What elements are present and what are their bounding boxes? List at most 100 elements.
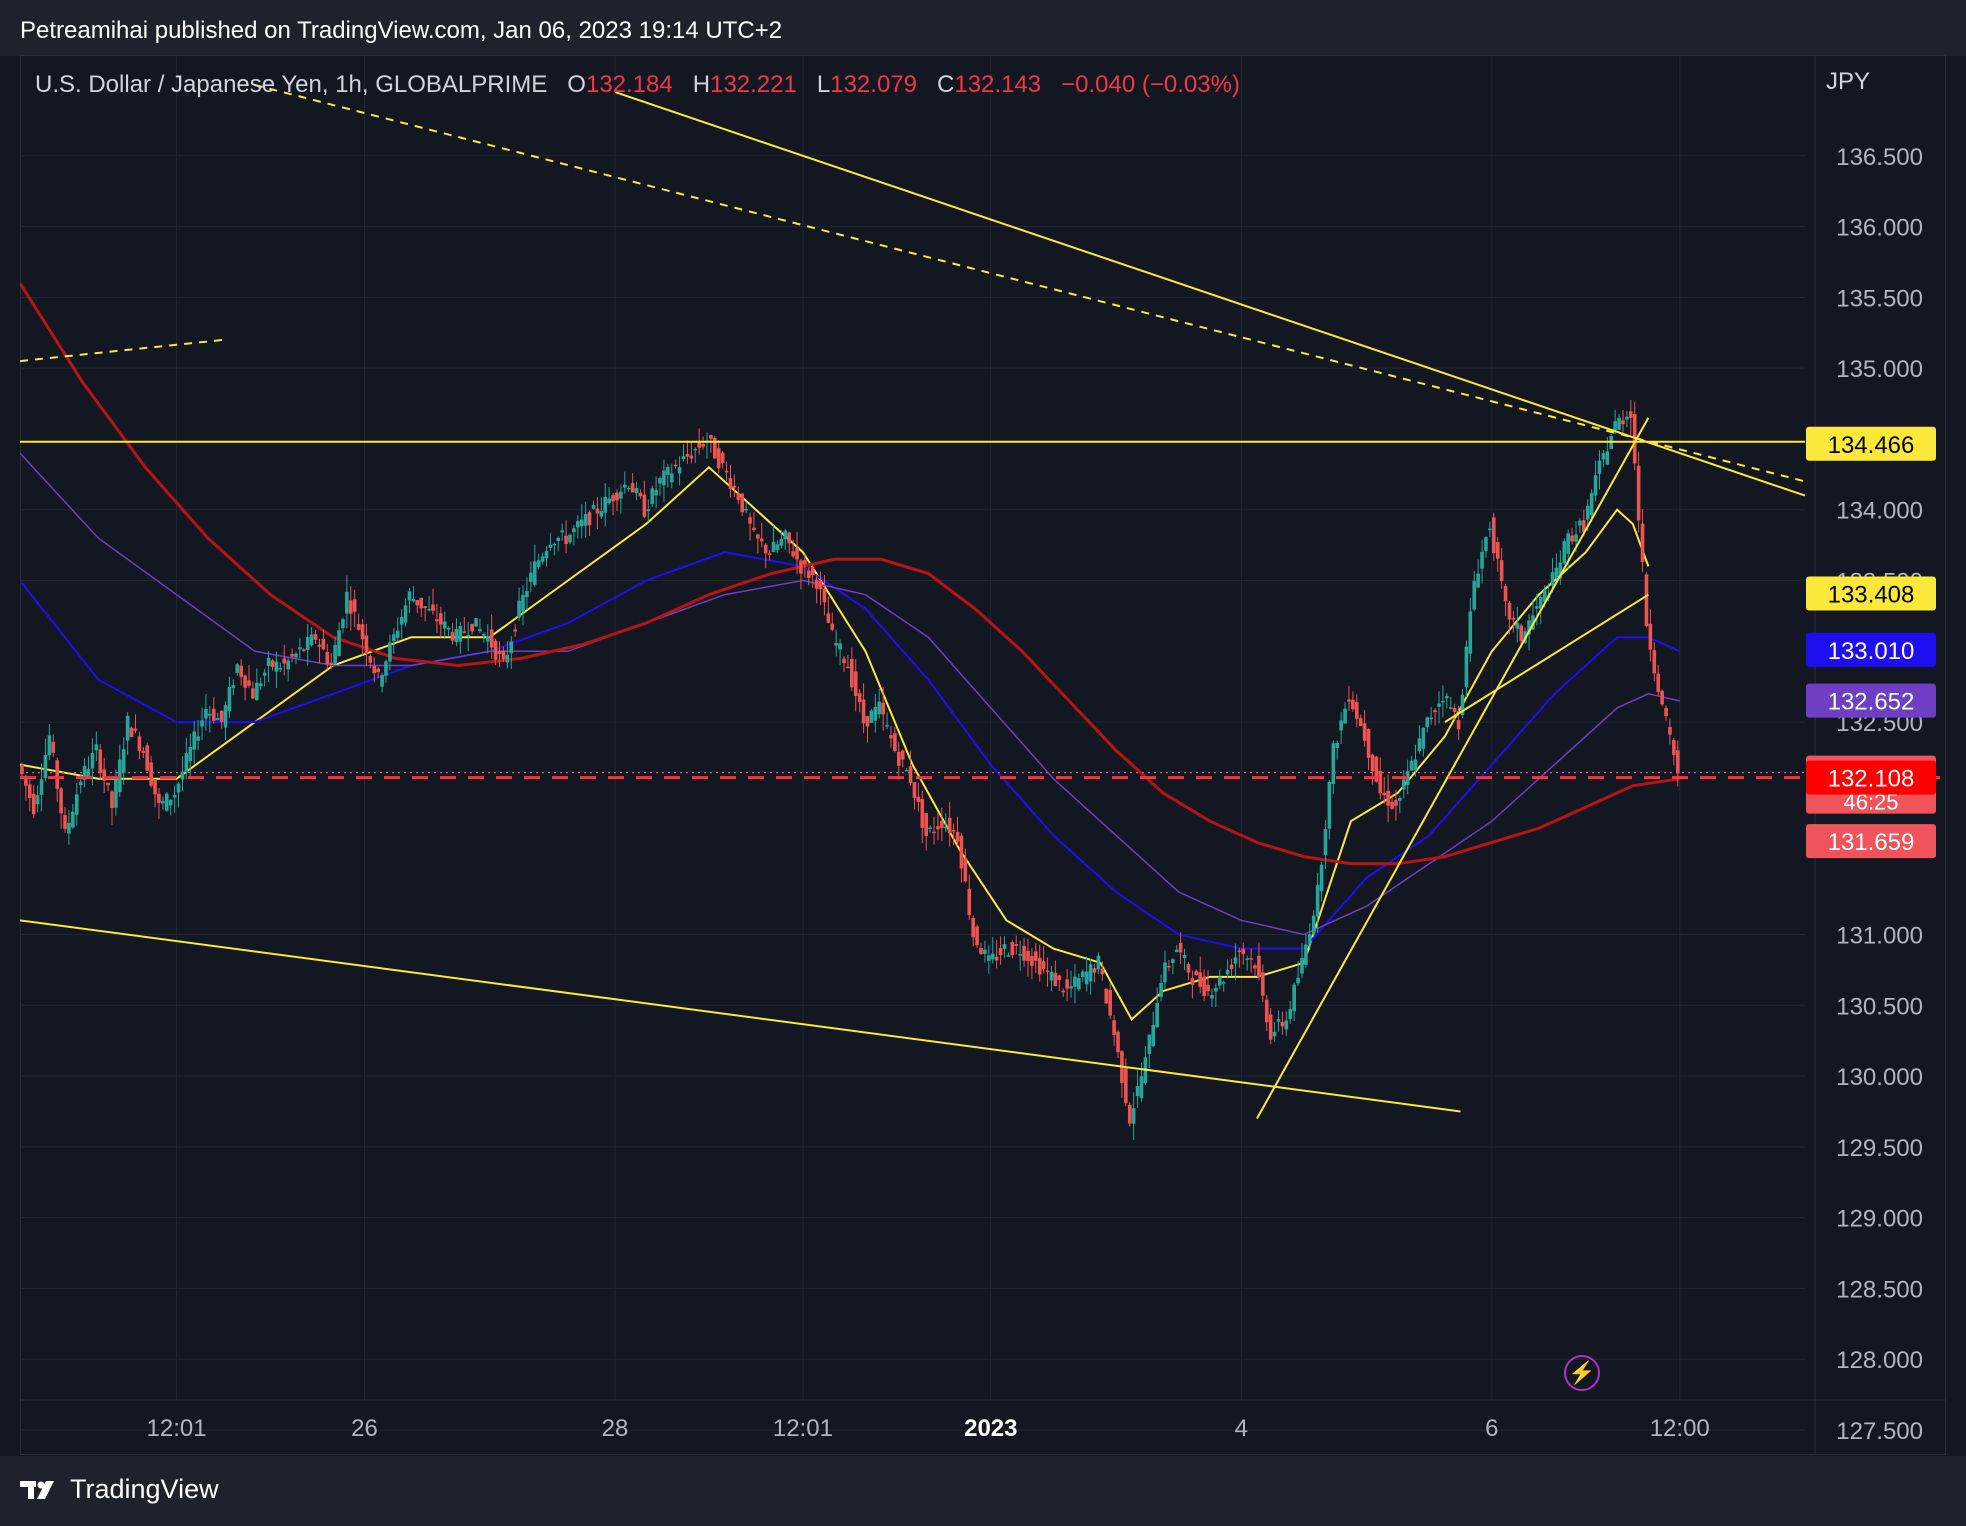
candle-body xyxy=(740,493,745,513)
candle-body xyxy=(1507,602,1512,620)
candle-body xyxy=(912,782,917,798)
candle-body xyxy=(31,793,36,815)
candle-body xyxy=(137,736,142,751)
candle-body xyxy=(1554,567,1559,579)
candle-body xyxy=(114,779,118,808)
candle-body xyxy=(360,624,365,640)
candle-body xyxy=(1100,968,1105,975)
candle-body xyxy=(1155,1002,1159,1028)
candle-body xyxy=(579,519,584,527)
candle-body xyxy=(963,858,968,882)
candle-body xyxy=(583,513,588,526)
price-tag xyxy=(1806,576,1936,611)
candle-body xyxy=(1378,770,1383,794)
candle-body xyxy=(1468,611,1473,654)
candle-body xyxy=(1327,782,1332,829)
candle-body xyxy=(1664,707,1668,717)
candle-body xyxy=(364,635,369,654)
candle-body xyxy=(1640,523,1645,563)
lightning-icon[interactable]: ⚡ xyxy=(1564,1355,1600,1391)
candle-body xyxy=(662,470,666,486)
candle-body xyxy=(1171,959,1175,963)
candle-body xyxy=(1601,453,1606,460)
candle-body xyxy=(329,662,334,666)
candle-body xyxy=(1108,990,1112,1016)
candle-body xyxy=(1041,961,1046,970)
candle-body xyxy=(1323,829,1328,856)
candle-body xyxy=(916,796,921,802)
candle-body xyxy=(803,560,807,565)
candle-body xyxy=(1464,646,1469,688)
candle-body xyxy=(603,496,608,513)
candle-body xyxy=(799,560,803,574)
candle-body xyxy=(1268,1014,1273,1040)
candle-body xyxy=(415,599,420,606)
trendline xyxy=(1444,593,1649,723)
candle-body xyxy=(529,572,533,582)
candle-body xyxy=(1488,528,1492,531)
candle-body xyxy=(125,715,130,741)
candle-body xyxy=(513,629,517,632)
candle-body xyxy=(716,448,721,469)
candle-body xyxy=(1582,520,1586,532)
candle-body xyxy=(532,561,537,585)
candle-body xyxy=(1660,690,1664,705)
candle-body xyxy=(834,642,838,646)
candle-body xyxy=(607,498,611,504)
candle-body xyxy=(1339,720,1343,731)
y-tick-label: 130.000 xyxy=(1836,1064,1923,1091)
candle-body xyxy=(1127,1104,1132,1124)
candle-body xyxy=(352,599,357,612)
price-tag-label: 134.466 xyxy=(1828,432,1915,459)
tradingview-brand[interactable]: TradingView xyxy=(20,1474,219,1505)
candle-body xyxy=(219,710,224,722)
price-chart[interactable]: 136.500136.000135.500135.000134.000133.5… xyxy=(20,55,1946,1455)
candle-body xyxy=(591,505,596,509)
dashed-trendline xyxy=(20,338,224,363)
open-value: 132.184 xyxy=(585,71,673,98)
candle-body xyxy=(243,675,247,688)
candle-body xyxy=(309,634,314,646)
candle-body xyxy=(1006,955,1011,957)
candle-body xyxy=(979,948,983,954)
candle-body xyxy=(932,831,936,834)
candle-body xyxy=(1116,1031,1120,1053)
candle-body xyxy=(1272,1031,1277,1037)
candle-body xyxy=(904,769,909,772)
candle-body xyxy=(78,781,83,786)
currency-unit: JPY xyxy=(1826,68,1871,95)
candle-body xyxy=(462,631,467,633)
candle-body xyxy=(642,494,647,517)
candle-body xyxy=(1049,971,1054,981)
candle-body xyxy=(450,632,455,641)
candle-body xyxy=(1131,1108,1136,1124)
x-tick-label: 28 xyxy=(602,1415,629,1442)
publisher-header: Petreamihai published on TradingView.com… xyxy=(0,0,1966,56)
candle-body xyxy=(1014,944,1019,946)
candle-body xyxy=(544,550,549,559)
x-tick-label: 6 xyxy=(1485,1415,1498,1442)
candle-body xyxy=(759,538,764,542)
candle-body xyxy=(392,634,396,642)
candle-body xyxy=(611,495,615,502)
candle-body xyxy=(861,699,866,724)
candle-body xyxy=(1617,417,1621,430)
candle-body xyxy=(924,813,929,837)
candle-body xyxy=(732,485,737,488)
candle-body xyxy=(748,517,752,524)
candle-body xyxy=(1174,949,1179,953)
candle-body xyxy=(646,509,651,512)
candle-body xyxy=(118,759,122,793)
candle-body xyxy=(619,491,623,499)
candle-body xyxy=(693,448,698,451)
candle-body xyxy=(681,456,686,460)
candle-body xyxy=(1257,955,1261,978)
candle-body xyxy=(1558,562,1563,579)
y-tick-label: 129.500 xyxy=(1836,1135,1923,1162)
candle-body xyxy=(1401,779,1406,790)
candle-body xyxy=(853,671,858,697)
candle-body xyxy=(466,634,471,637)
candle-body xyxy=(180,771,185,780)
candle-body xyxy=(1018,954,1022,956)
candle-body xyxy=(1249,958,1253,960)
